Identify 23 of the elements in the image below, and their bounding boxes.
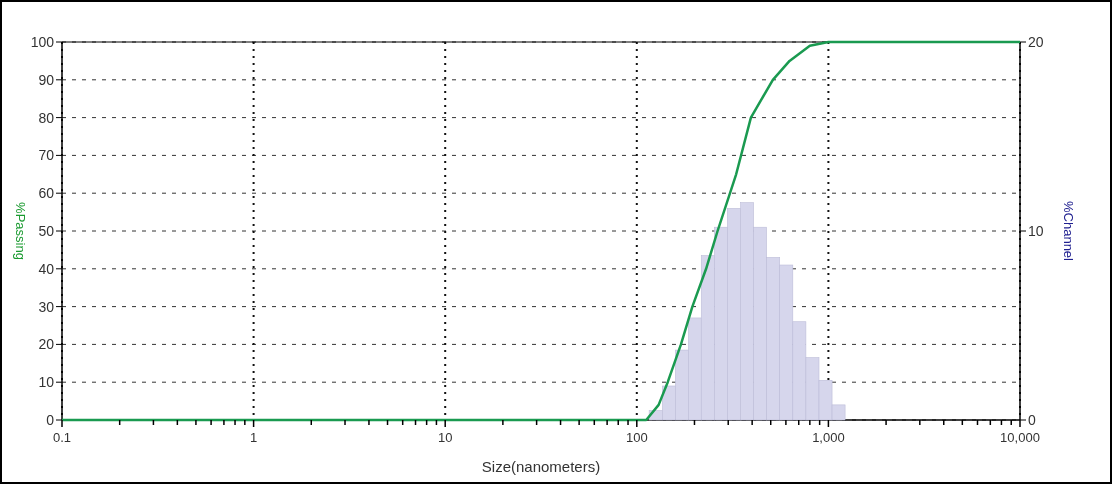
y-tick-label: 20 bbox=[38, 336, 55, 353]
y2-axis-title: %Channel bbox=[1061, 201, 1076, 262]
y-axis-title: %Passing bbox=[13, 202, 28, 260]
y2-tick-label: 10 bbox=[1028, 223, 1044, 239]
y2-tick-label: 0 bbox=[1028, 412, 1036, 428]
x-axis-title: Size(nanometers) bbox=[481, 458, 601, 475]
x-tick-label: 100 bbox=[625, 430, 648, 445]
y-tick-label: 40 bbox=[38, 260, 55, 277]
y-tick-label: 80 bbox=[38, 109, 55, 126]
y2-tick-label: 20 bbox=[1028, 34, 1044, 50]
x-tick-label: 0.1 bbox=[52, 430, 72, 445]
x-tick-label: 1,000 bbox=[812, 430, 845, 445]
y-tick-label: 30 bbox=[38, 298, 55, 315]
y-tick-label: 60 bbox=[38, 185, 55, 202]
y-tick-label: 70 bbox=[38, 147, 55, 164]
y-tick-label: 90 bbox=[38, 71, 55, 88]
x-tick-label: 10 bbox=[437, 430, 453, 445]
y-tick-label: 100 bbox=[30, 34, 55, 50]
y-tick-label: 0 bbox=[46, 412, 55, 428]
y-tick-label: 10 bbox=[38, 374, 55, 391]
x-tick-label: 1 bbox=[249, 430, 258, 445]
x-tick-label: 10,000 bbox=[1000, 430, 1040, 445]
y-tick-label: 50 bbox=[38, 223, 55, 239]
